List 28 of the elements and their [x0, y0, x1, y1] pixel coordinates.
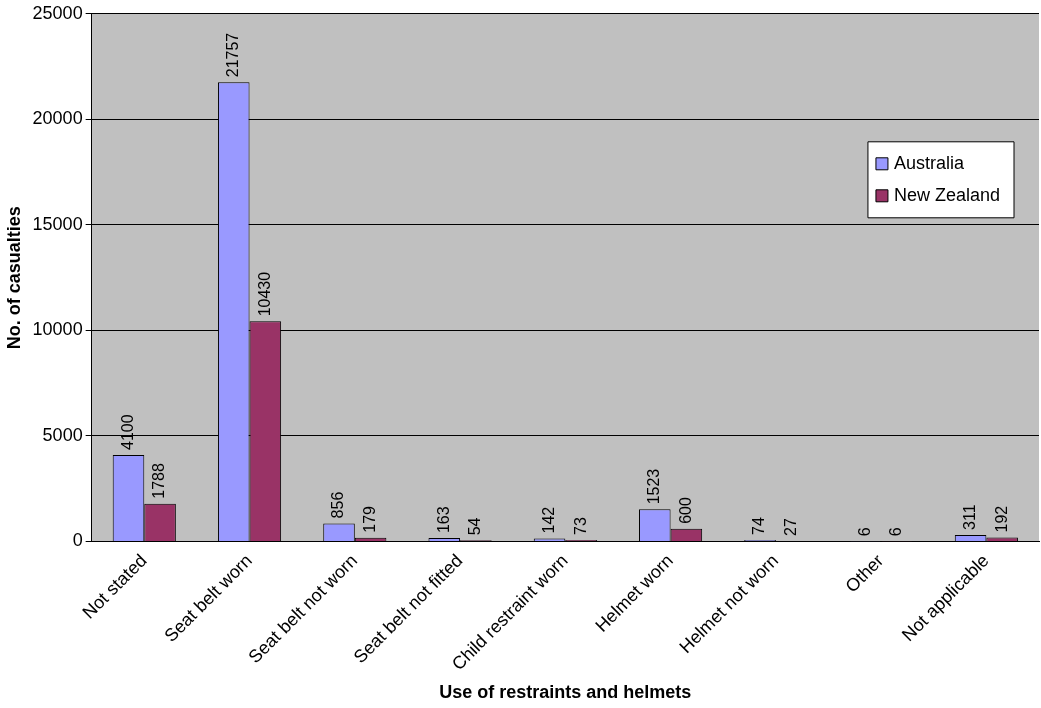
legend-label: Australia — [893, 152, 965, 173]
data-label: 163 — [434, 506, 452, 534]
data-label: 21757 — [224, 32, 242, 78]
y-tick-label: 10000 — [32, 319, 83, 340]
data-label: 4100 — [118, 414, 136, 450]
y-axis-title: No. of casualties — [3, 206, 24, 350]
data-label: 1788 — [150, 463, 168, 499]
y-tick-label: 20000 — [32, 108, 83, 129]
data-label: 74 — [750, 517, 768, 535]
y-tick-label: 0 — [72, 530, 83, 551]
data-label: 600 — [676, 497, 694, 524]
data-label: 6 — [887, 527, 905, 537]
data-label: 54 — [466, 517, 484, 536]
data-label: 27 — [782, 518, 800, 536]
data-label: 311 — [960, 504, 978, 530]
y-tick-label: 15000 — [32, 213, 83, 234]
data-label: 6 — [855, 527, 873, 537]
data-label: 179 — [361, 505, 378, 533]
data-label: 1523 — [645, 468, 663, 505]
data-label: 73 — [571, 517, 589, 535]
x-axis-title: Use of restraints and helmets — [439, 682, 692, 703]
data-label: 192 — [992, 505, 1010, 533]
data-label: 856 — [329, 491, 347, 519]
y-tick-label: 5000 — [42, 424, 83, 445]
data-label: 10430 — [255, 271, 273, 317]
legend-label: New Zealand — [893, 184, 1000, 205]
data-label: 142 — [539, 506, 557, 534]
y-tick-label: 25000 — [32, 2, 83, 23]
